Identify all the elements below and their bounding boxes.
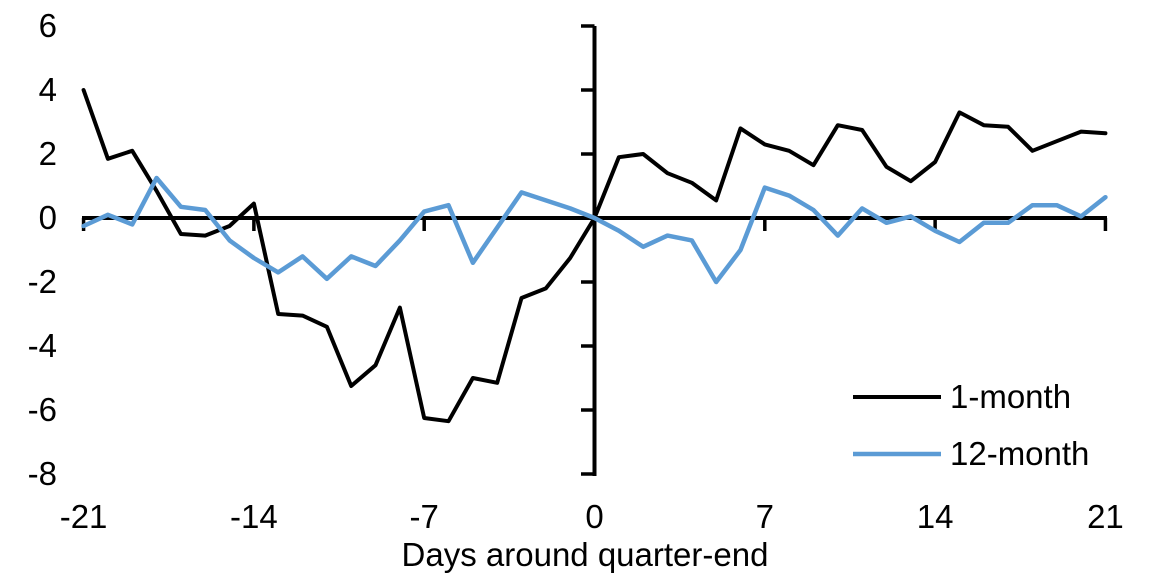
x-tick-label: -7 <box>410 498 439 535</box>
legend-label-one-month: 1-month <box>950 378 1071 415</box>
y-axis-ticks <box>581 24 595 476</box>
legend: 1-month 12-month <box>853 378 1089 472</box>
plot-series <box>81 88 1108 424</box>
y-tick-label: 2 <box>39 135 57 172</box>
y-tick-label: 4 <box>39 71 57 108</box>
legend-label-twelve-month: 12-month <box>950 435 1089 472</box>
x-tick-label: 21 <box>1087 498 1124 535</box>
x-axis-tick-labels: -21 -14 -7 0 7 14 21 <box>60 498 1124 535</box>
x-tick-label: 7 <box>756 498 774 535</box>
x-tick-label: -14 <box>230 498 278 535</box>
x-tick-label: -21 <box>60 498 108 535</box>
y-axis-tick-labels: 6 4 2 0 -2 -4 -6 -8 <box>28 7 57 492</box>
y-tick-label: -2 <box>28 263 57 300</box>
y-tick-label: -4 <box>28 327 57 364</box>
y-tick-label: 6 <box>39 7 57 44</box>
y-tick-label: -8 <box>28 455 57 492</box>
x-axis-title: Days around quarter-end <box>402 536 769 573</box>
y-tick-label: 0 <box>39 199 57 236</box>
x-tick-label: 0 <box>585 498 603 535</box>
x-tick-label: 14 <box>917 498 954 535</box>
twelve-month-series-line <box>81 175 1108 285</box>
y-tick-label: -6 <box>28 391 57 428</box>
